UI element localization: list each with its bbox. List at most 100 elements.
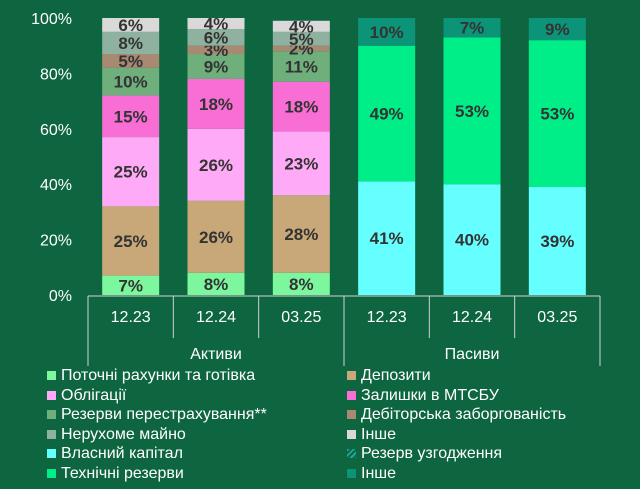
data-label: 25%: [114, 232, 148, 251]
legend-item: Нерухоме майно: [47, 425, 267, 445]
bar-segment: [187, 200, 245, 273]
data-label: 8%: [204, 275, 229, 294]
bar-segment: [272, 81, 330, 132]
legend-item: Залишки в МТСБУ: [347, 386, 566, 406]
legend-label: Депозити: [361, 367, 431, 384]
y-tick-label: 40%: [40, 177, 72, 194]
legend-item: Інше: [347, 425, 566, 445]
data-label: 6%: [204, 28, 229, 47]
legend-swatch: [347, 390, 356, 400]
legend-label: Технічні резерви: [61, 464, 184, 482]
bar-segment: [443, 184, 501, 295]
data-label: 53%: [540, 105, 574, 124]
bar-segment: [528, 18, 586, 41]
data-label: 8%: [289, 275, 314, 294]
bar-segment: [272, 45, 330, 52]
data-label: 18%: [284, 98, 318, 117]
bar-segment: [102, 206, 160, 276]
legend-swatch: [347, 449, 356, 459]
legend-column-left: Поточні рахунки та готівка Облігації Резер…: [47, 366, 267, 483]
y-tick-label: 100%: [31, 11, 72, 28]
legend-label: Поточні рахунки та готівка: [61, 367, 256, 384]
data-label: 53%: [455, 102, 489, 121]
legend-label: Власний капітал: [61, 445, 183, 462]
legend-swatch: [47, 410, 56, 420]
bar-segment: [358, 45, 416, 182]
data-label: 7%: [460, 19, 485, 38]
bar-segment: [443, 37, 501, 185]
legend-label: Залишки в МТСБУ: [361, 386, 499, 404]
bar-segment: [528, 40, 586, 187]
legend-item: Технічні резерви: [47, 464, 267, 484]
data-label: 26%: [199, 156, 233, 175]
legend-label: Резерви перестрахування**: [61, 406, 267, 423]
x-tick-label: 12.24: [452, 309, 492, 326]
legend-column-right: Депозити Залишки в МТСБУ Дебіторська забор…: [347, 366, 566, 483]
legend-item: Облігації: [47, 386, 267, 406]
legend-item: Власний капітал: [47, 444, 267, 464]
stacked-bar-chart: 0%20%40%60%80%100%7%25%25%15%10%5%8%6%8%…: [31, 11, 601, 366]
data-label: 9%: [204, 57, 229, 76]
data-label: 8%: [118, 34, 143, 53]
legend-swatch: [47, 371, 56, 381]
bar-segment: [272, 51, 330, 82]
data-label: 11%: [285, 57, 318, 76]
bar-segment: [272, 272, 330, 295]
legend-swatch: [47, 429, 56, 439]
legend-item: Інше: [347, 464, 566, 484]
legend-item: Резерв узгодження: [347, 444, 566, 464]
bar-segment: [358, 18, 416, 46]
data-label: 5%: [118, 52, 143, 71]
legend-label: Нерухоме майно: [61, 425, 186, 443]
bar-segment: [102, 95, 160, 138]
bar-segment: [187, 78, 245, 129]
bar-segment: [272, 31, 330, 46]
bar-segment: [187, 29, 245, 46]
bar-segment: [272, 131, 330, 196]
bar-segment: [443, 18, 501, 38]
data-label: 40%: [455, 231, 489, 250]
bar-segment: [187, 54, 245, 79]
x-tick-label: 03.25: [537, 309, 577, 326]
data-label: 10%: [114, 73, 148, 92]
data-label: 41%: [370, 229, 404, 248]
data-label: 25%: [114, 163, 148, 182]
bar-segment: [272, 195, 330, 273]
data-label: 28%: [284, 225, 318, 244]
legend-swatch: [347, 429, 356, 439]
legend-label: Дебіторська заборгованість: [361, 406, 567, 423]
data-label: 18%: [199, 95, 233, 114]
data-label: 4%: [289, 17, 314, 36]
bar-segment: [358, 181, 416, 295]
bar-segment: [102, 137, 160, 207]
bar-segment: [528, 186, 586, 295]
data-label: 5%: [289, 30, 314, 49]
bar-segment: [102, 67, 160, 96]
legend-item: Дебіторська заборгованість: [347, 405, 566, 425]
data-label: 6%: [118, 16, 143, 35]
bar-segment: [102, 31, 160, 55]
x-group-label: Пасиви: [445, 346, 500, 363]
data-label: 9%: [545, 20, 570, 39]
x-tick-label: 12.23: [367, 309, 407, 326]
legend-swatch: [347, 468, 356, 478]
bar-segment: [102, 18, 160, 32]
legend-swatch: [47, 390, 56, 400]
legend-label: Облігації: [61, 386, 127, 404]
bar-segment: [187, 45, 245, 55]
legend-item: Резерви перестрахування**: [47, 405, 267, 425]
bar-segment: [187, 128, 245, 201]
y-tick-label: 20%: [40, 233, 72, 250]
legend-item: Поточні рахунки та готівка: [47, 366, 267, 386]
legend-label: Інше: [361, 425, 397, 443]
bar-segment: [102, 54, 160, 68]
data-label: 26%: [199, 228, 233, 247]
legend-item: Депозити: [347, 366, 566, 386]
data-label: 23%: [284, 154, 318, 173]
data-label: 39%: [540, 232, 574, 251]
x-tick-label: 12.24: [196, 309, 236, 326]
data-label: 15%: [114, 107, 148, 126]
data-label: 7%: [118, 276, 143, 295]
legend-swatch: [47, 468, 56, 478]
data-label: 49%: [370, 105, 404, 124]
